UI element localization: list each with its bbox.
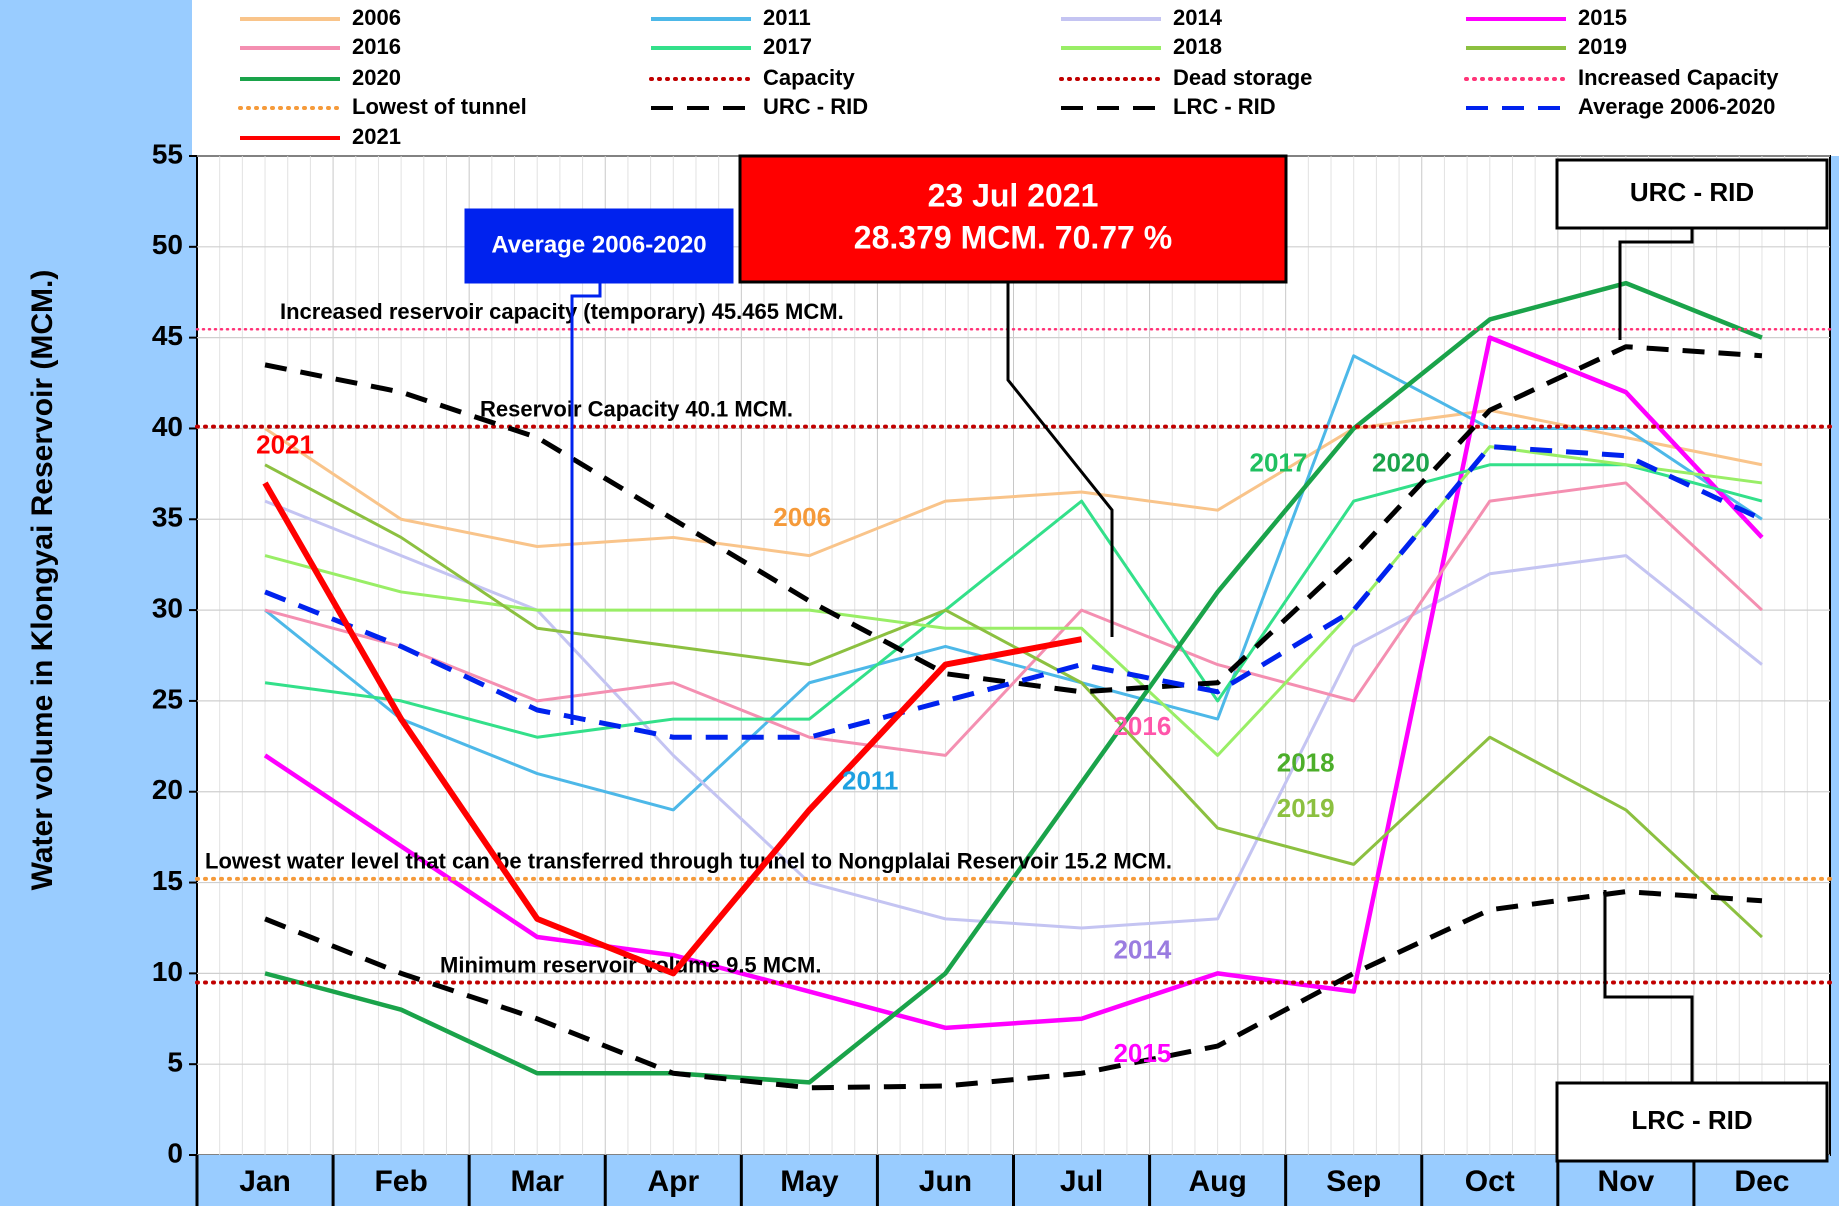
y-tick-label: 20 xyxy=(152,774,183,805)
legend-label: Dead storage xyxy=(1173,65,1312,90)
y-tick-label: 45 xyxy=(152,320,183,351)
series-annotation: 2011 xyxy=(842,766,898,796)
x-tick-label: Jul xyxy=(1060,1165,1103,1198)
series-line xyxy=(263,335,1764,1031)
reference-label: Reservoir Capacity 40.1 MCM. xyxy=(480,396,793,421)
legend-label: 2017 xyxy=(763,34,812,59)
legend-label: Capacity xyxy=(763,65,855,90)
y-tick-label: 55 xyxy=(152,138,183,169)
x-tick-label: Dec xyxy=(1734,1165,1789,1198)
y-tick-label: 30 xyxy=(152,592,183,623)
legend-label: 2021 xyxy=(352,124,401,149)
series-annotation: 2017 xyxy=(1250,448,1308,478)
x-tick-label: Sep xyxy=(1326,1165,1381,1198)
y-tick-label: 40 xyxy=(152,411,183,442)
callout-text: Average 2006-2020 xyxy=(491,231,706,258)
callout-box xyxy=(1555,158,1829,230)
series-line xyxy=(264,481,1763,757)
y-tick-label: 10 xyxy=(152,956,183,987)
y-tick-label: 5 xyxy=(167,1047,183,1078)
legend-label: LRC - RID xyxy=(1173,94,1276,119)
series-line xyxy=(262,481,1083,977)
legend-label: 2006 xyxy=(352,5,401,30)
callout-text: LRC - RID xyxy=(1631,1105,1752,1135)
y-tick-label: 25 xyxy=(152,683,183,714)
callout-text: 28.379 MCM. 70.77 % xyxy=(854,219,1172,255)
legend-label: 2020 xyxy=(352,65,401,90)
legend-label: 2014 xyxy=(1173,5,1223,30)
legend-label: Average 2006-2020 xyxy=(1578,94,1775,119)
series-line xyxy=(264,499,1763,930)
series-annotation: 2014 xyxy=(1113,934,1171,964)
series-annotation: 2018 xyxy=(1277,747,1335,777)
legend-label: 2018 xyxy=(1173,34,1222,59)
series-line xyxy=(264,408,1763,558)
series-annotation: 2015 xyxy=(1113,1038,1171,1068)
y-tick-label: 35 xyxy=(152,502,183,533)
series-line xyxy=(264,444,1764,740)
callout-box xyxy=(738,154,1288,284)
y-tick-label: 15 xyxy=(152,865,183,896)
series-line xyxy=(264,889,1763,1091)
legend-label: 2011 xyxy=(763,5,811,30)
series-line xyxy=(264,344,1763,695)
callout-text: URC - RID xyxy=(1630,177,1754,207)
legend-label: 2016 xyxy=(352,34,401,59)
callout-leader xyxy=(1006,282,1114,637)
x-tick-label: May xyxy=(780,1165,839,1198)
reference-label: Lowest water level that can be transferr… xyxy=(205,849,1172,874)
x-tick-label: Nov xyxy=(1598,1165,1655,1198)
series-line xyxy=(264,463,1763,739)
series-annotation: 2006 xyxy=(773,502,831,532)
legend-label: 2015 xyxy=(1578,5,1627,30)
callout-text: 23 Jul 2021 xyxy=(928,177,1099,213)
series-annotation: 2020 xyxy=(1372,448,1430,478)
callout-leader xyxy=(1603,890,1694,1083)
reference-label: Increased reservoir capacity (temporary)… xyxy=(280,299,844,324)
callout-leader xyxy=(570,282,602,725)
x-tick-label: Jan xyxy=(239,1165,291,1198)
x-tick-label: Feb xyxy=(374,1165,427,1198)
x-tick-label: Mar xyxy=(511,1165,565,1198)
y-axis-label: Water volume in Klongyai Reservoir (MCM.… xyxy=(26,270,59,891)
y-tick-label: 50 xyxy=(152,229,183,260)
callout-leader xyxy=(1618,228,1694,340)
x-tick-label: Aug xyxy=(1188,1165,1246,1198)
legend-label: URC - RID xyxy=(763,94,868,119)
series-annotation: 2019 xyxy=(1277,793,1335,823)
x-tick-label: Jun xyxy=(919,1165,972,1198)
legend-label: Lowest of tunnel xyxy=(352,94,527,119)
series-annotation: 2021 xyxy=(256,429,314,459)
series-line xyxy=(264,463,1763,939)
x-tick-label: Oct xyxy=(1465,1165,1515,1198)
series-line xyxy=(264,354,1763,812)
x-tick-label: Apr xyxy=(647,1165,699,1198)
legend-label: 2019 xyxy=(1578,34,1627,59)
y-tick-label: 0 xyxy=(167,1137,183,1168)
series-annotation: 2016 xyxy=(1113,711,1171,741)
callout-box xyxy=(1555,1081,1829,1163)
callout-box xyxy=(464,208,734,284)
legend-label: Increased Capacity xyxy=(1578,65,1779,90)
